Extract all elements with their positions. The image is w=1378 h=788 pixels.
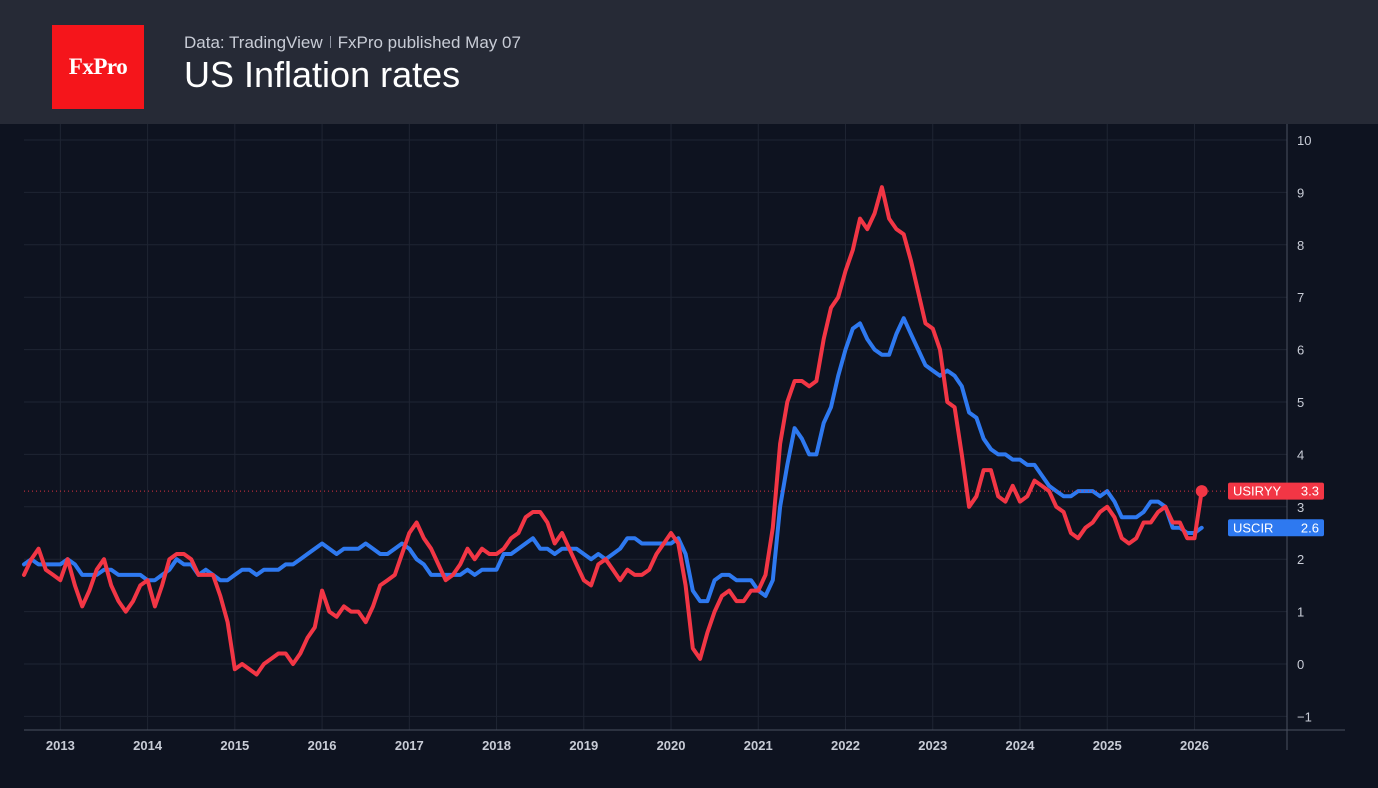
x-tick-label: 2014 [133, 738, 163, 753]
chart-title: US Inflation rates [184, 54, 461, 95]
x-axis: 2013 2014 2015 2016 2017 2018 2019 2020 2021 2022… [24, 729, 1345, 753]
y-tick-label: −1 [1297, 709, 1312, 724]
price-label-name: USCIR [1233, 520, 1273, 535]
price-labels: USIRYY 3.3 USCIR 2.6 [24, 482, 1324, 537]
y-tick-label: 3 [1297, 500, 1304, 515]
price-label-uscir: USCIR 2.6 [1228, 519, 1324, 537]
series-layer [22, 185, 1204, 677]
y-tick-label: 8 [1297, 238, 1304, 253]
x-tick-label: 2025 [1093, 738, 1122, 753]
source-text: Data: TradingView [184, 33, 323, 52]
fxpro-logo: FxPro [52, 25, 144, 109]
series-line-usiryy [22, 185, 1204, 677]
price-label-usiryy: USIRYY 3.3 [1228, 482, 1324, 500]
price-label-value: 3.3 [1301, 484, 1319, 499]
subtitle-row: Data: TradingView FxPro published May 07 [184, 33, 521, 53]
y-tick-label: 7 [1297, 290, 1304, 305]
price-label-value: 2.6 [1301, 520, 1319, 535]
x-tick-label: 2022 [831, 738, 860, 753]
x-tick-label: 2016 [308, 738, 337, 753]
x-tick-label: 2024 [1006, 738, 1036, 753]
y-tick-label: 6 [1297, 343, 1304, 358]
x-tick-label: 2026 [1180, 738, 1209, 753]
y-tick-label: 4 [1297, 447, 1304, 462]
y-tick-label: 9 [1297, 185, 1304, 200]
x-tick-label: 2013 [46, 738, 75, 753]
x-tick-label: 2017 [395, 738, 424, 753]
last-value-dot-usiryy [1195, 485, 1208, 498]
series-line-uscir [22, 316, 1204, 604]
price-label-box [1228, 482, 1324, 500]
y-tick-label: 0 [1297, 657, 1304, 672]
y-tick-label: 1 [1297, 605, 1304, 620]
y-tick-label: 2 [1297, 552, 1304, 567]
x-tick-label: 2018 [482, 738, 511, 753]
x-tick-label: 2021 [744, 738, 773, 753]
price-label-box [1228, 519, 1324, 537]
y-tick-label: 5 [1297, 395, 1304, 410]
logo-text: FxPro [68, 54, 128, 79]
published-text: FxPro published May 07 [337, 33, 521, 52]
x-tick-label: 2019 [569, 738, 598, 753]
price-label-name: USIRYY [1233, 484, 1281, 499]
chart-header: FxPro Data: TradingView FxPro published M… [0, 0, 1378, 124]
separator [329, 36, 331, 48]
x-tick-label: 2023 [918, 738, 947, 753]
y-tick-label: 10 [1297, 133, 1311, 148]
x-tick-label: 2015 [220, 738, 249, 753]
x-tick-label: 2020 [657, 738, 686, 753]
grid-lines [24, 124, 1287, 730]
